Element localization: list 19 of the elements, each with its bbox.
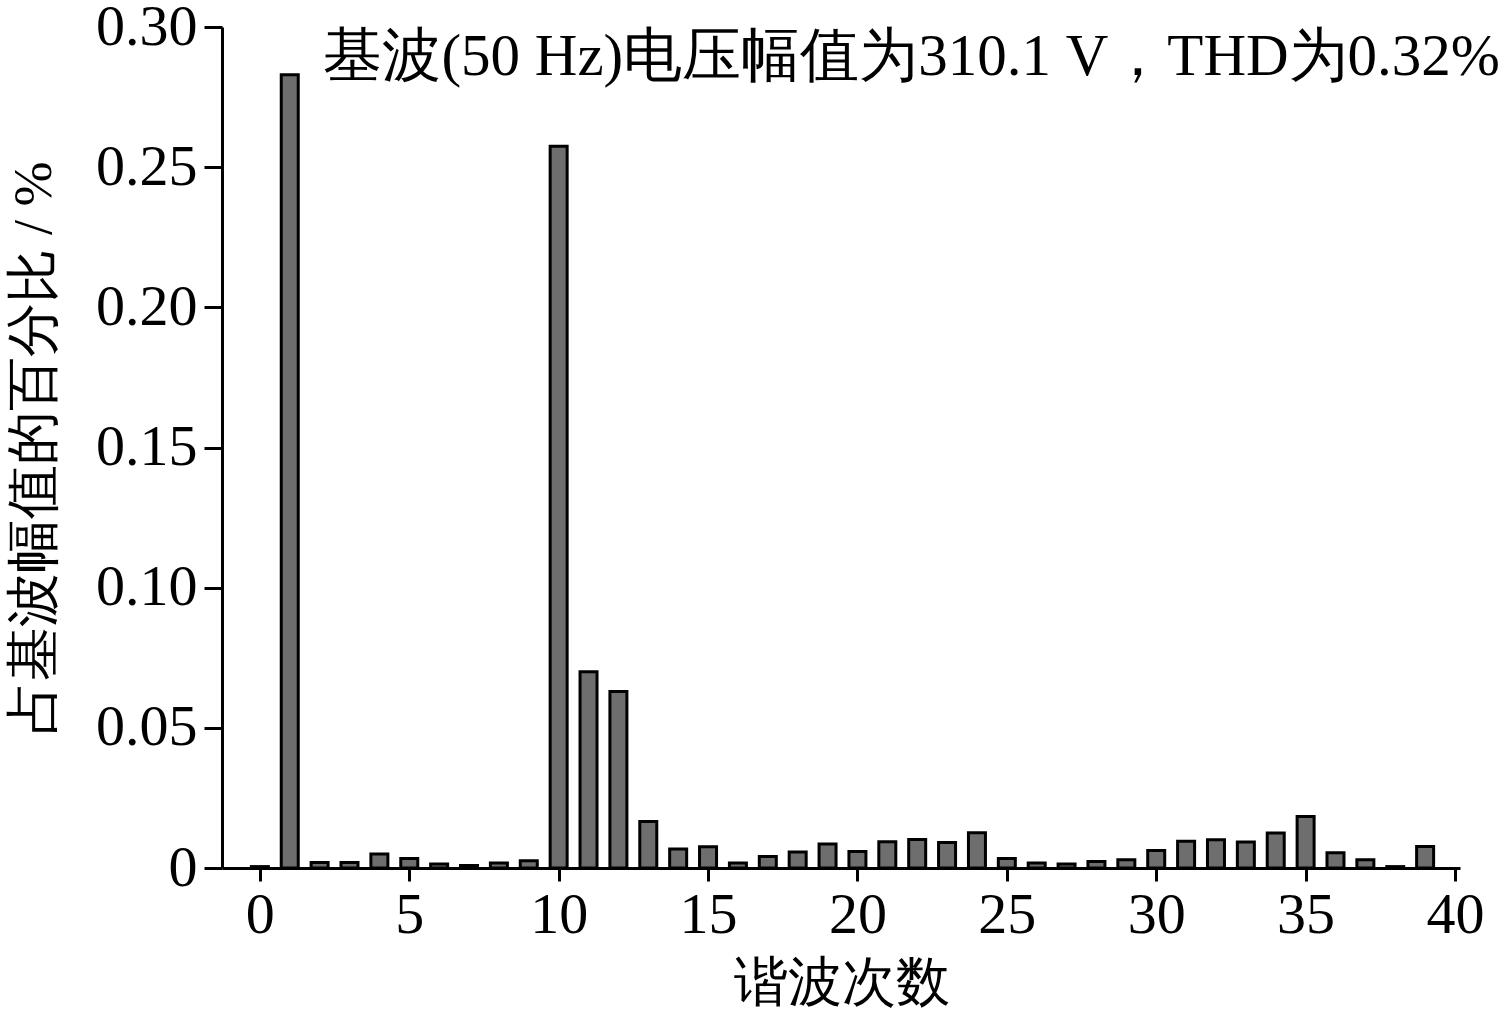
y-tick-label: 0 — [168, 833, 198, 899]
x-tick-label: 5 — [395, 880, 425, 946]
y-axis-title: 占基波幅值的百分比 / % — [3, 161, 63, 735]
y-tick-label: 0.30 — [96, 0, 198, 58]
x-tick-label: 40 — [1426, 880, 1485, 946]
x-tick-label: 10 — [530, 880, 589, 946]
y-tick-label: 0.15 — [96, 413, 198, 478]
y-tick-label: 0.25 — [96, 132, 198, 198]
x-tick-label: 20 — [828, 880, 887, 946]
x-tick-label: 25 — [978, 880, 1037, 946]
annotation: 基波(50 Hz)电压幅值为310.1 V，THD为0.32% — [323, 22, 1500, 88]
y-tick-label: 0.10 — [96, 553, 198, 619]
x-tick-label: 0 — [245, 880, 275, 946]
y-tick-label: 0.05 — [96, 693, 198, 759]
y-tick-label: 0.20 — [96, 272, 198, 338]
x-axis-title: 谐波次数 — [733, 951, 950, 1012]
x-tick-label: 15 — [679, 880, 738, 946]
x-tick-label: 30 — [1127, 880, 1186, 946]
x-tick-label: 35 — [1277, 880, 1336, 946]
